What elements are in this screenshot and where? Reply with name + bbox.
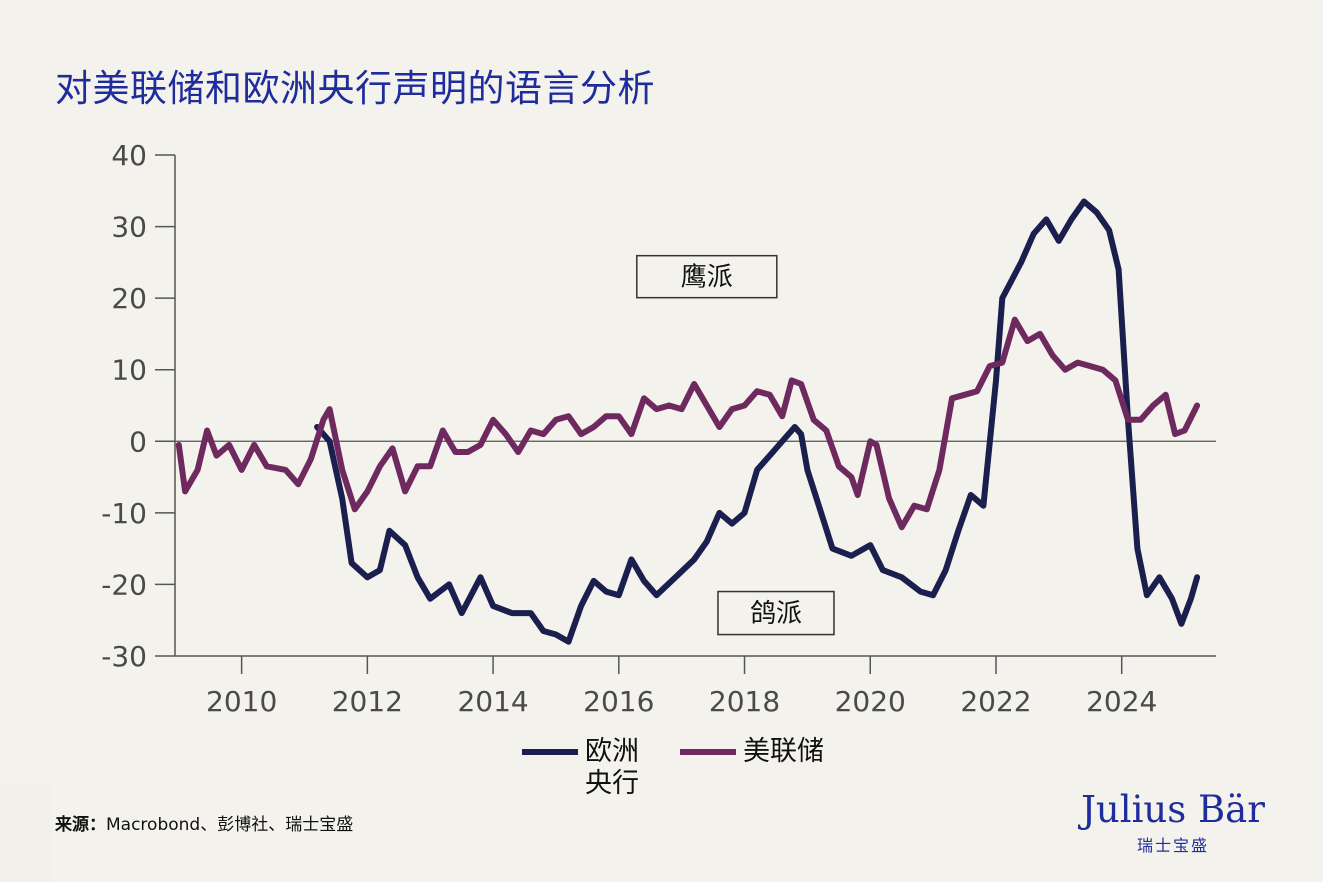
- y-tick-label: 40: [111, 139, 147, 172]
- x-tick-label: 2012: [332, 685, 403, 718]
- y-tick-label: 0: [129, 425, 147, 458]
- y-tick-label: -10: [101, 497, 147, 530]
- logo-sub: 瑞士宝盛: [1136, 836, 1209, 855]
- y-tick-label: -30: [101, 640, 147, 673]
- x-tick-label: 2016: [583, 685, 654, 718]
- x-tick-label: 2014: [457, 685, 528, 718]
- source-label: 来源：: [55, 815, 106, 835]
- julius-baer-logo: Julius Bär 瑞士宝盛: [1078, 788, 1268, 856]
- legend-label-fed: 美联储: [743, 736, 824, 767]
- annotation-box: [717, 590, 835, 636]
- logo-name: Julius Bär: [1081, 788, 1265, 831]
- y-tick-label: 20: [111, 282, 147, 315]
- left-strip: [0, 783, 52, 882]
- chart-title: 对美联储和欧洲央行声明的语言分析: [55, 67, 655, 110]
- annotation-label: 鸽派: [750, 599, 802, 629]
- y-tick-label: 30: [111, 211, 147, 244]
- y-tick-label: -20: [101, 568, 147, 601]
- x-tick-label: 2022: [960, 685, 1031, 718]
- annotation-box: [636, 254, 778, 299]
- source-note: 来源：Macrobond、彭博社、瑞士宝盛: [55, 810, 353, 835]
- series-line-fed: [175, 316, 1201, 531]
- x-tick-label: 2010: [206, 685, 277, 718]
- y-tick-label: 10: [111, 354, 147, 387]
- source-text: Macrobond、彭博社、瑞士宝盛: [106, 815, 354, 835]
- x-tick-label: 2018: [709, 685, 780, 718]
- annotation-label: 鹰派: [681, 263, 733, 293]
- legend-label-ecb: 欧洲央行: [585, 736, 639, 799]
- x-tick-label: 2024: [1086, 685, 1157, 718]
- series-line-ecb: [314, 198, 1201, 645]
- x-tick-label: 2020: [835, 685, 906, 718]
